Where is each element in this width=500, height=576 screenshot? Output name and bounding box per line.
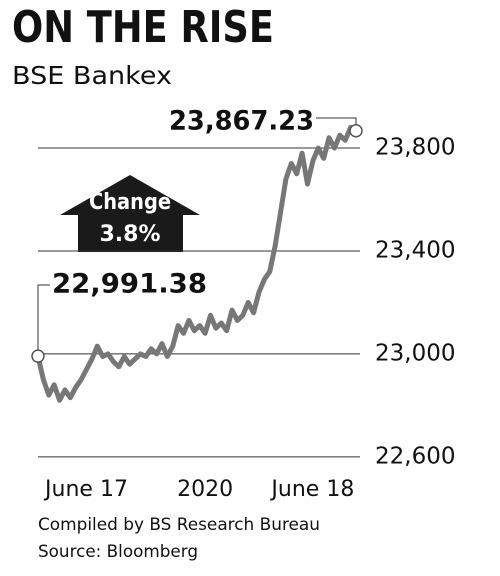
annotation: Change	[89, 190, 171, 215]
end-marker	[349, 123, 363, 138]
x-tick-label: 2020	[177, 477, 233, 502]
data-label: 23,867.23	[169, 106, 314, 137]
note: Source: Bloomberg	[38, 542, 198, 562]
x-tick-label: June 18	[269, 477, 354, 502]
end-marker	[31, 349, 45, 363]
line	[35, 124, 358, 403]
annotation: 3.8%	[99, 222, 160, 247]
x-tick-label: June 17	[43, 477, 128, 502]
y-tick-label: 23,000	[375, 340, 455, 366]
chart-subtitle: BSE Bankex	[12, 61, 172, 90]
data-label: 22,991.38	[52, 269, 207, 300]
y-tick-label: 22,600	[375, 443, 455, 469]
y-tick-label: 23,400	[375, 237, 455, 263]
note: Compiled by BS Research Bureau	[38, 515, 320, 535]
change-arrow	[60, 175, 200, 252]
chart-title: ON THE RISE	[12, 2, 274, 53]
leader-line	[37, 284, 50, 357]
y-tick-label: 23,800	[375, 135, 455, 161]
